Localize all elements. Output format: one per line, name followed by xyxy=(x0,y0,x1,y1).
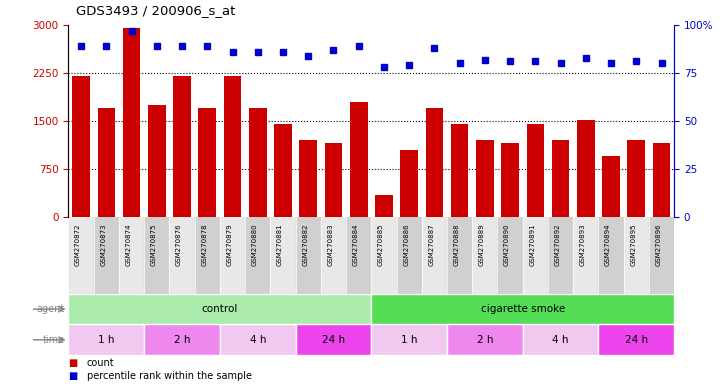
Text: GSM270883: GSM270883 xyxy=(327,223,333,266)
Bar xyxy=(598,324,674,355)
Bar xyxy=(350,102,368,217)
Text: GSM270888: GSM270888 xyxy=(454,223,460,266)
Bar xyxy=(451,124,469,217)
Bar xyxy=(94,217,119,294)
Text: 2 h: 2 h xyxy=(477,335,493,345)
Bar xyxy=(324,143,342,217)
Text: control: control xyxy=(202,304,238,314)
Text: GSM270894: GSM270894 xyxy=(605,223,611,266)
Bar xyxy=(526,124,544,217)
Bar xyxy=(548,217,573,294)
Bar xyxy=(198,108,216,217)
Text: agent: agent xyxy=(37,304,65,314)
Bar xyxy=(573,217,598,294)
Text: ■: ■ xyxy=(68,358,78,368)
Bar xyxy=(224,76,242,217)
Bar xyxy=(602,156,620,217)
Text: GSM270891: GSM270891 xyxy=(529,223,535,266)
Bar xyxy=(68,294,371,324)
Bar xyxy=(270,217,296,294)
Bar xyxy=(422,217,447,294)
Bar xyxy=(653,143,671,217)
Bar xyxy=(296,217,321,294)
Bar xyxy=(577,120,595,217)
Bar xyxy=(627,140,645,217)
Bar xyxy=(598,217,624,294)
Text: cigarette smoke: cigarette smoke xyxy=(481,304,565,314)
Bar xyxy=(346,217,371,294)
Bar xyxy=(245,217,270,294)
Bar xyxy=(169,217,195,294)
Bar xyxy=(119,217,144,294)
Bar xyxy=(400,150,418,217)
Text: GSM270880: GSM270880 xyxy=(252,223,258,266)
Text: GSM270890: GSM270890 xyxy=(504,223,510,266)
Bar xyxy=(649,217,674,294)
Text: GSM270893: GSM270893 xyxy=(580,223,585,266)
Bar xyxy=(321,217,346,294)
Text: GSM270896: GSM270896 xyxy=(655,223,661,266)
Bar xyxy=(497,217,523,294)
Text: GSM270878: GSM270878 xyxy=(201,223,208,266)
Text: 1 h: 1 h xyxy=(98,335,115,345)
Bar xyxy=(123,28,141,217)
Bar xyxy=(375,195,393,217)
Text: GSM270874: GSM270874 xyxy=(125,223,132,266)
Bar xyxy=(68,324,144,355)
Bar xyxy=(425,108,443,217)
Text: GSM270886: GSM270886 xyxy=(403,223,410,266)
Bar xyxy=(523,324,598,355)
Text: GSM270875: GSM270875 xyxy=(151,223,157,266)
Bar xyxy=(447,324,523,355)
Bar xyxy=(144,324,220,355)
Text: GSM270881: GSM270881 xyxy=(277,223,283,266)
Text: 24 h: 24 h xyxy=(624,335,648,345)
Bar xyxy=(501,143,519,217)
Text: ■: ■ xyxy=(68,371,78,381)
Bar xyxy=(195,217,220,294)
Bar xyxy=(274,124,292,217)
Bar xyxy=(552,140,570,217)
Bar xyxy=(68,217,94,294)
Bar xyxy=(144,217,169,294)
Bar xyxy=(148,105,166,217)
Bar xyxy=(296,324,371,355)
Bar xyxy=(371,324,447,355)
Bar xyxy=(173,76,191,217)
Bar xyxy=(249,108,267,217)
Text: GDS3493 / 200906_s_at: GDS3493 / 200906_s_at xyxy=(76,4,235,17)
Text: percentile rank within the sample: percentile rank within the sample xyxy=(87,371,252,381)
Text: GSM270889: GSM270889 xyxy=(479,223,485,266)
Bar xyxy=(472,217,497,294)
Bar xyxy=(447,217,472,294)
Text: GSM270876: GSM270876 xyxy=(176,223,182,266)
Bar xyxy=(220,324,296,355)
Text: 1 h: 1 h xyxy=(401,335,417,345)
Text: GSM270887: GSM270887 xyxy=(428,223,434,266)
Bar xyxy=(397,217,422,294)
Text: 2 h: 2 h xyxy=(174,335,190,345)
Text: GSM270879: GSM270879 xyxy=(226,223,232,266)
Text: GSM270895: GSM270895 xyxy=(630,223,637,266)
Text: 4 h: 4 h xyxy=(249,335,266,345)
Bar xyxy=(220,217,245,294)
Text: 4 h: 4 h xyxy=(552,335,569,345)
Bar xyxy=(97,108,115,217)
Text: GSM270885: GSM270885 xyxy=(378,223,384,266)
Bar xyxy=(371,217,397,294)
Bar xyxy=(624,217,649,294)
Text: GSM270892: GSM270892 xyxy=(554,223,561,266)
Bar xyxy=(476,140,494,217)
Bar xyxy=(523,217,548,294)
Text: GSM270873: GSM270873 xyxy=(100,223,107,266)
Text: time: time xyxy=(43,335,65,345)
Text: GSM270884: GSM270884 xyxy=(353,223,359,266)
Bar xyxy=(72,76,90,217)
Text: 24 h: 24 h xyxy=(322,335,345,345)
Text: count: count xyxy=(87,358,114,368)
Text: GSM270882: GSM270882 xyxy=(302,223,309,266)
Bar xyxy=(299,140,317,217)
Text: GSM270872: GSM270872 xyxy=(75,223,81,266)
Bar xyxy=(371,294,674,324)
